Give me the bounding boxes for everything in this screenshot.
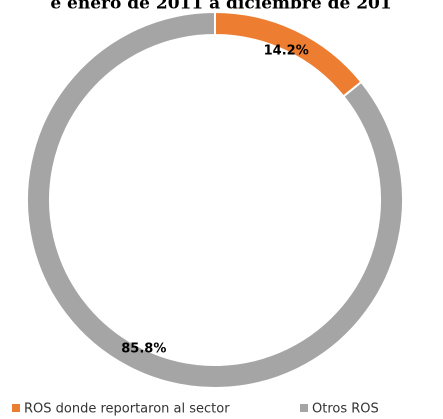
donut-slice bbox=[26, 10, 404, 389]
legend-swatch bbox=[300, 404, 308, 412]
data-label: 14.2% bbox=[264, 44, 309, 59]
chart-title: e enero de 2011 a diciembre de 201 bbox=[50, 0, 391, 14]
legend-label: Otros ROS bbox=[312, 402, 379, 417]
legend-label: ROS donde reportaron al sector bbox=[24, 402, 230, 417]
data-label: 85.8% bbox=[121, 341, 166, 356]
legend-swatch bbox=[12, 404, 20, 412]
